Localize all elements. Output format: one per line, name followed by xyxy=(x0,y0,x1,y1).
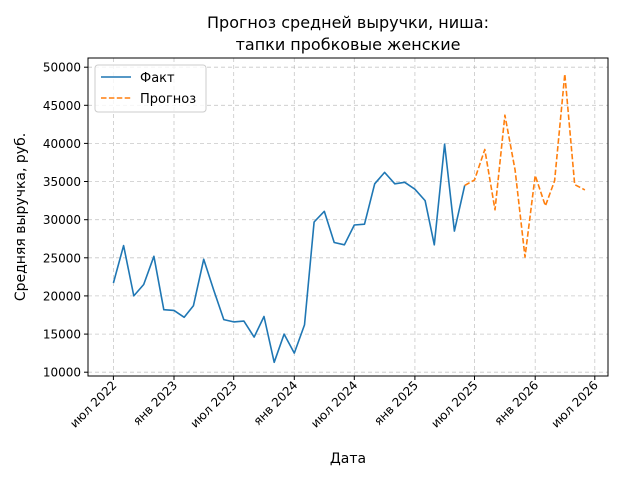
chart-title-line1: Прогноз средней выручки, ниша: xyxy=(207,13,489,32)
y-axis-ticks: 10000 15000 20000 25000 30000 35000 40000 45000… xyxy=(43,61,88,380)
plot-frame xyxy=(87,57,609,377)
y-tick-label: 40000 xyxy=(43,137,81,151)
y-tick-label: 45000 xyxy=(43,99,81,113)
y-tick-label: 30000 xyxy=(43,213,81,227)
series-line-forecast xyxy=(464,73,586,258)
legend-label-forecast: Прогноз xyxy=(140,92,196,107)
y-tick-label: 15000 xyxy=(43,328,81,342)
y-axis-label: Средняя выручка, руб. xyxy=(13,133,29,301)
chart-title-line2: тапки пробковые женские xyxy=(236,35,461,54)
series-line-fact xyxy=(112,143,466,364)
y-tick-label: 35000 xyxy=(43,175,81,189)
series-layer xyxy=(112,73,586,364)
y-tick-label: 10000 xyxy=(43,366,81,380)
legend: Факт Прогноз xyxy=(94,64,207,113)
y-tick-label: 20000 xyxy=(43,289,81,303)
x-axis-label: Дата xyxy=(330,451,366,467)
y-tick-label: 25000 xyxy=(43,251,81,265)
y-tick-label: 50000 xyxy=(43,61,81,75)
legend-label-fact: Факт xyxy=(140,71,175,86)
